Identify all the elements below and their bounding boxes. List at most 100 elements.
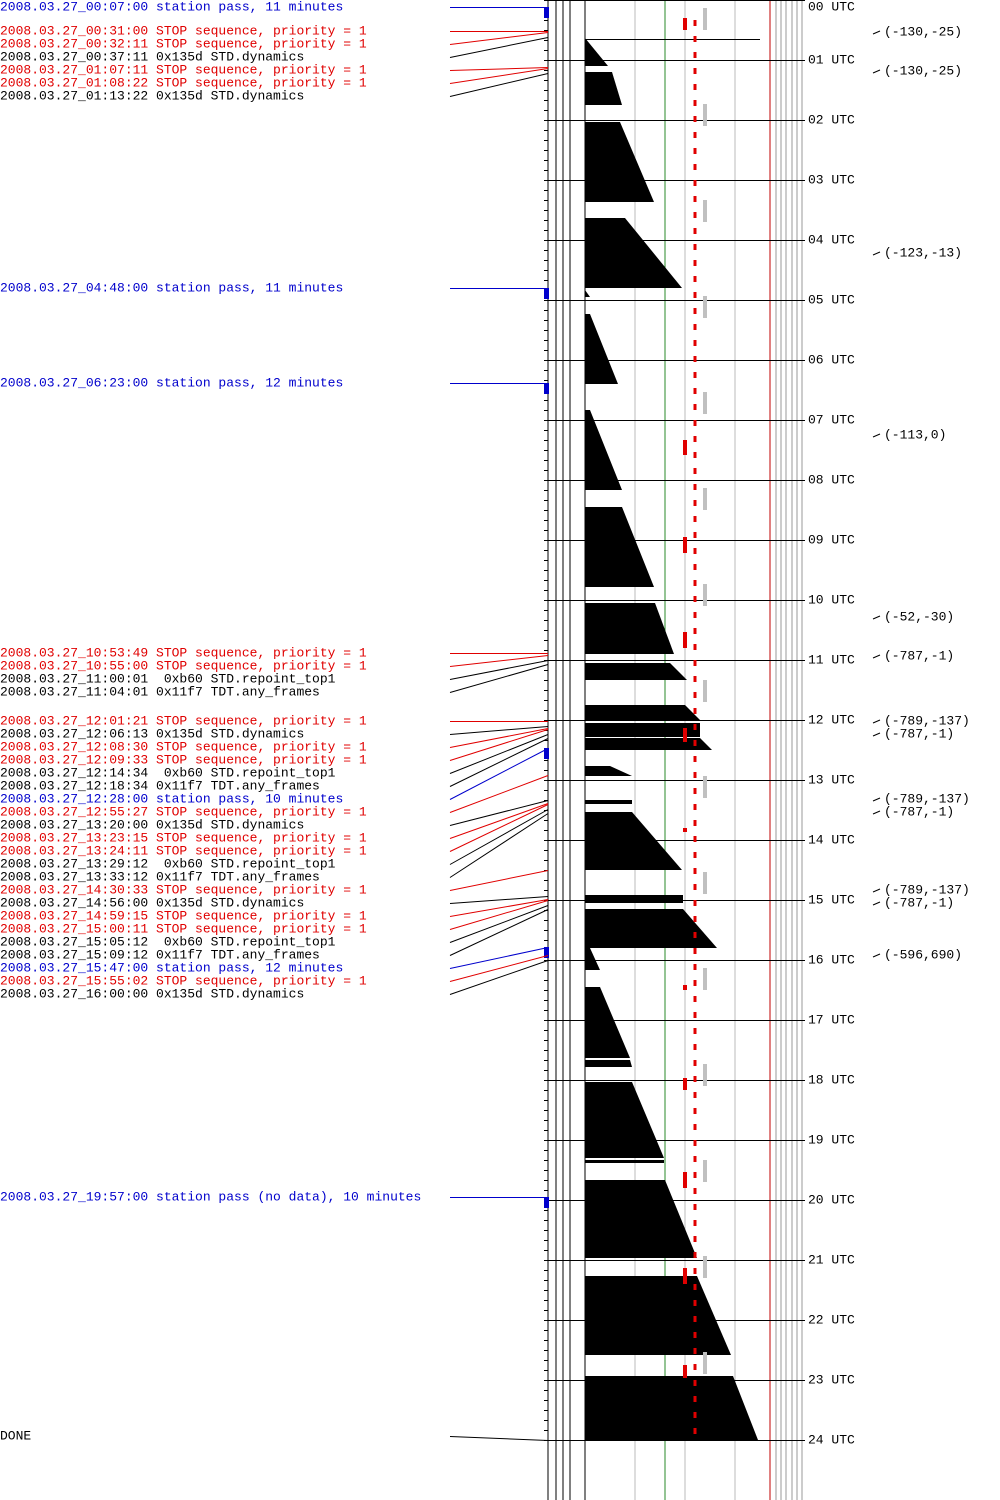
buffer-wedge	[585, 410, 622, 490]
annotation-glyph	[872, 615, 881, 620]
hour-label: 11 UTC	[808, 652, 855, 667]
pass-marker	[544, 383, 549, 394]
event-label: 2008.03.27_15:00:11 STOP sequence, prior…	[0, 921, 367, 936]
event-label: 2008.03.27_16:00:00 0x135d STD.dynamics	[0, 986, 304, 1001]
event-label: 2008.03.27_14:59:15 STOP sequence, prior…	[0, 908, 367, 923]
hour-label: 19 UTC	[808, 1132, 855, 1147]
event-link	[449, 32, 549, 45]
annotation-glyph	[872, 69, 881, 74]
event-label: 2008.03.27_15:05:12 0xb60 STD.repoint_to…	[0, 934, 336, 949]
buffer-wedge	[585, 507, 654, 587]
buffer-wedge	[585, 987, 630, 1058]
event-label: 2008.03.27_15:09:12 0x11f7 TDT.any_frame…	[0, 947, 320, 962]
annotation-glyph	[872, 654, 881, 659]
buffer-wedge	[585, 948, 600, 970]
event-label: 2008.03.27_00:31:00 STOP sequence, prior…	[0, 23, 367, 38]
red-block	[683, 18, 687, 30]
gray-dash	[703, 680, 707, 702]
gray-dash	[703, 872, 707, 894]
buffer-wedge	[585, 723, 700, 737]
hour-label: 04 UTC	[808, 232, 855, 247]
event-label: 2008.03.27_06:23:00 station pass, 12 min…	[0, 375, 343, 390]
hour-label: 14 UTC	[808, 832, 855, 847]
event-label: 2008.03.27_13:20:00 0x135d STD.dynamics	[0, 817, 304, 832]
event-label: 2008.03.27_12:09:33 STOP sequence, prior…	[0, 752, 367, 767]
annotation: (-787,-1)	[884, 804, 954, 819]
event-link	[449, 655, 549, 667]
gray-dash	[703, 1352, 707, 1374]
event-link	[449, 905, 549, 943]
red-block	[683, 1172, 687, 1188]
buffer-wedge	[585, 812, 682, 870]
hour-label: 10 UTC	[808, 592, 855, 607]
annotation: (-787,-1)	[884, 895, 954, 910]
event-link	[449, 775, 549, 813]
event-label: 2008.03.27_10:53:49 STOP sequence, prior…	[0, 645, 367, 660]
annotation-glyph	[872, 953, 881, 958]
gray-dash	[703, 776, 707, 798]
annotation: (-130,-25)	[884, 63, 962, 78]
event-link	[449, 960, 549, 995]
annotation-glyph	[872, 251, 881, 256]
buffer-wedge	[585, 603, 674, 654]
gray-dash	[703, 8, 707, 30]
hour-label: 24 UTC	[808, 1432, 855, 1447]
event-label: 2008.03.27_01:08:22 STOP sequence, prior…	[0, 75, 367, 90]
pass-marker	[544, 288, 549, 299]
event-label: 2008.03.27_14:56:00 0x135d STD.dynamics	[0, 895, 304, 910]
event-link	[449, 804, 549, 852]
pass-marker	[544, 1197, 549, 1208]
gray-dash	[703, 1064, 707, 1086]
hour-label: 18 UTC	[808, 1072, 855, 1087]
annotation-glyph	[872, 30, 881, 35]
hour-label: 03 UTC	[808, 172, 855, 187]
hour-label: 09 UTC	[808, 532, 855, 547]
buffer-wedge	[585, 290, 590, 297]
annotation-glyph	[872, 719, 881, 724]
annotation: (-113,0)	[884, 427, 946, 442]
gray-dash	[703, 1256, 707, 1278]
red-block	[683, 632, 687, 648]
event-label: 2008.03.27_12:14:34 0xb60 STD.repoint_to…	[0, 765, 336, 780]
hour-label: 00 UTC	[808, 0, 855, 14]
event-label: 2008.03.27_12:55:27 STOP sequence, prior…	[0, 804, 367, 819]
buffer-wedge	[585, 895, 683, 903]
hour-label: 05 UTC	[808, 292, 855, 307]
buffer-wedge	[585, 218, 682, 288]
event-link	[449, 37, 549, 58]
hour-label: 13 UTC	[808, 772, 855, 787]
event-label: 2008.03.27_15:47:00 station pass, 12 min…	[0, 960, 343, 975]
event-label: 2008.03.27_15:55:02 STOP sequence, prior…	[0, 973, 367, 988]
buffer-wedge	[585, 705, 700, 720]
buffer-wedge	[585, 663, 687, 680]
event-label: 2008.03.27_01:13:22 0x135d STD.dynamics	[0, 88, 304, 103]
annotation: (-787,-1)	[884, 648, 954, 663]
red-block	[683, 728, 687, 742]
gray-dash	[703, 104, 707, 126]
event-label: 2008.03.27_14:30:33 STOP sequence, prior…	[0, 882, 367, 897]
buffer-wedge	[585, 738, 712, 750]
gray-dash	[703, 968, 707, 990]
buffer-wedge	[585, 1060, 632, 1067]
event-label: 2008.03.27_00:32:11 STOP sequence, prior…	[0, 36, 367, 51]
annotation: (-789,-137)	[884, 791, 970, 806]
event-link	[449, 748, 549, 800]
event-link	[449, 726, 549, 735]
hour-label: 02 UTC	[808, 112, 855, 127]
annotation-glyph	[872, 810, 881, 815]
event-link	[449, 1436, 549, 1441]
red-block	[683, 1078, 687, 1090]
gray-dash	[703, 488, 707, 510]
hour-label: 20 UTC	[808, 1192, 855, 1207]
red-block	[683, 440, 687, 455]
event-label: 2008.03.27_12:28:00 station pass, 10 min…	[0, 791, 343, 806]
red-block	[683, 1365, 687, 1378]
buffer-wedge	[585, 800, 632, 804]
event-link	[449, 73, 549, 97]
annotation: (-52,-30)	[884, 609, 954, 624]
event-link	[449, 800, 549, 826]
event-label: 2008.03.27_13:23:15 STOP sequence, prior…	[0, 830, 367, 845]
buffer-wedge	[585, 1180, 697, 1258]
event-link	[449, 728, 549, 748]
event-link	[449, 955, 549, 982]
